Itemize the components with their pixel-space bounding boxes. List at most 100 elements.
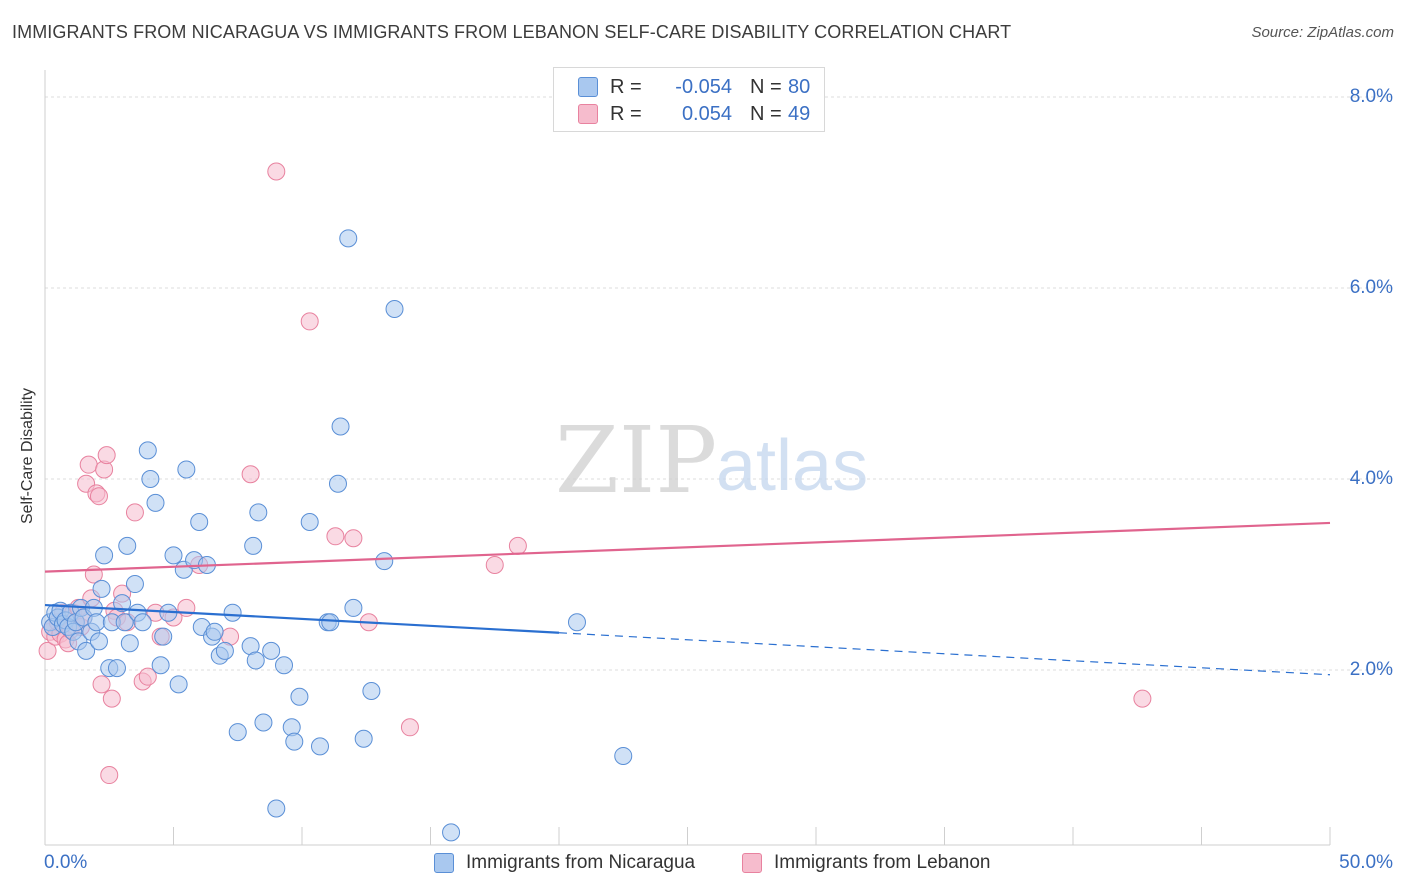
data-point-lebanon [300,312,319,331]
legend-n-label: N = [750,102,782,125]
legend-n-value: 49 [788,102,811,125]
y-tick-8: 8.0% [1349,86,1393,107]
correlation-legend: R = -0.054 N = 80 R = 0.054 N = 49 [553,67,825,132]
data-point-nicaragua [275,656,294,675]
data-point-nicaragua [339,229,358,248]
data-point-nicaragua [89,632,108,651]
data-point-nicaragua [205,622,224,641]
series-nicaragua-points [41,229,633,842]
data-point-lebanon [241,465,260,484]
data-point-nicaragua [77,641,96,660]
data-point-nicaragua [300,512,319,531]
data-point-nicaragua [95,546,114,565]
legend-row-nicaragua: R = -0.054 N = 80 [578,75,810,99]
data-point-nicaragua [249,503,268,522]
data-point-nicaragua [215,641,234,660]
legend-swatch-pink [578,104,598,124]
data-point-nicaragua [285,732,304,751]
data-point-nicaragua [133,613,152,632]
data-point-nicaragua [254,713,273,732]
data-point-nicaragua [125,575,144,594]
legend-row-lebanon: R = 0.054 N = 49 [578,102,810,126]
data-point-nicaragua [141,470,160,488]
data-point-nicaragua [262,641,281,660]
data-point-nicaragua [328,474,347,493]
data-point-lebanon [1133,689,1152,708]
bottom-legend-label: Immigrants from Nicaragua [466,852,696,873]
data-point-nicaragua [223,603,242,622]
data-point-lebanon [344,529,363,548]
data-point-lebanon [38,641,57,660]
data-point-nicaragua [118,536,137,555]
trend-line-nicaragua-extrapolated [558,632,1331,676]
watermark-atlas: atlas [716,426,868,506]
legend-r-value: 0.054 [681,102,732,125]
chart-title: IMMIGRANTS FROM NICARAGUA VS IMMIGRANTS … [12,22,1012,42]
data-point-nicaragua [107,659,126,678]
data-point-lebanon [100,766,119,785]
data-point-nicaragua [344,598,363,617]
data-point-nicaragua [115,613,134,632]
data-point-nicaragua [385,300,404,319]
data-point-nicaragua [113,594,132,613]
data-point-lebanon [267,162,286,181]
trend-lines [44,521,1331,676]
grid-lines [45,96,1392,671]
y-tick-4: 4.0% [1349,468,1393,489]
bottom-legend-swatch-blue [434,853,454,873]
data-point-nicaragua [290,687,309,706]
bottom-legend-label: Immigrants from Lebanon [774,852,991,873]
legend-r-label: R = [610,75,642,98]
axes [44,70,1331,846]
data-point-lebanon [400,718,419,737]
data-point-nicaragua [321,613,340,632]
data-point-lebanon [97,446,116,465]
data-point-lebanon [485,555,504,574]
data-point-nicaragua [375,552,394,571]
data-point-nicaragua [331,417,350,436]
legend-n-value: 80 [788,75,811,98]
data-point-lebanon [102,689,121,708]
bottom-legend-swatch-pink [742,853,762,873]
bottom-legend-nicaragua: Immigrants from Nicaragua [434,852,695,874]
legend-n-label: N = [750,75,782,98]
data-point-lebanon [138,667,157,686]
data-point-nicaragua [87,613,106,632]
y-tick-6: 6.0% [1349,277,1393,298]
data-point-lebanon [92,675,111,694]
data-point-lebanon [326,527,345,546]
data-point-lebanon [508,536,527,555]
legend-r-value: -0.054 [675,75,732,98]
source-label: Source: ZipAtlas.com [1251,24,1394,41]
data-point-nicaragua [244,536,263,555]
data-point-nicaragua [614,746,633,765]
watermark: ZIP atlas [555,407,868,514]
legend-swatch-blue [578,77,598,97]
data-point-nicaragua [246,651,265,670]
data-point-nicaragua [151,656,170,675]
data-point-nicaragua [92,579,111,598]
trend-line-nicaragua [44,603,560,634]
legend-r-label: R = [610,102,642,125]
data-point-nicaragua [362,682,381,701]
data-point-nicaragua [120,634,139,653]
data-point-nicaragua [138,441,157,460]
data-point-nicaragua [228,723,247,742]
x-tick-max: 50.0% [1339,852,1393,873]
data-point-nicaragua [177,460,196,479]
data-point-nicaragua [154,627,173,646]
data-point-nicaragua [567,613,586,632]
data-point-lebanon [125,503,144,522]
data-point-nicaragua [310,737,329,756]
watermark-zip: ZIP [555,407,717,514]
x-tick-min: 0.0% [44,852,88,873]
data-point-lebanon [89,487,108,506]
data-point-lebanon [79,455,98,474]
data-point-nicaragua [164,546,183,565]
data-point-nicaragua [146,493,165,512]
data-point-nicaragua [442,823,461,842]
y-tick-2: 2.0% [1349,659,1393,680]
data-point-nicaragua [169,675,188,694]
data-point-nicaragua [267,799,286,818]
